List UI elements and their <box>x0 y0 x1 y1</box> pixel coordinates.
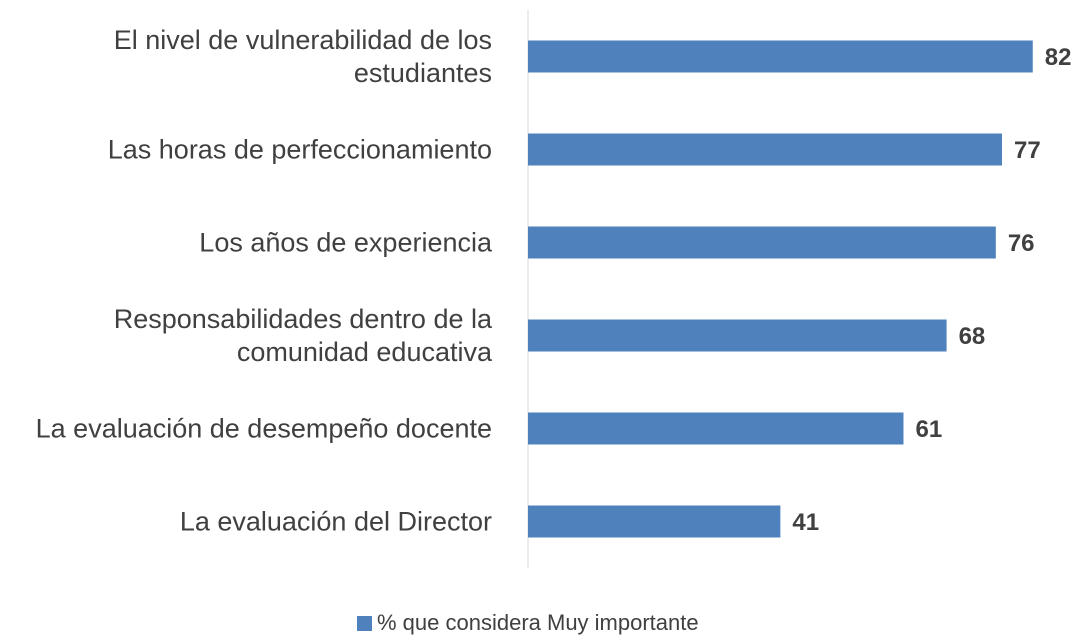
value-label: 61 <box>915 416 942 443</box>
y-tick-label: Responsabilidades dentro de la comunidad… <box>113 303 492 367</box>
value-label: 41 <box>792 509 819 536</box>
bar <box>528 133 1002 166</box>
bar <box>528 505 781 538</box>
y-tick-label: El nivel de vulnerabilidad de los estudi… <box>113 24 492 88</box>
bar <box>528 40 1033 73</box>
value-label: 77 <box>1014 137 1041 164</box>
value-label: 68 <box>959 323 986 350</box>
legend-label: % que considera Muy importante <box>377 610 699 635</box>
value-label: 76 <box>1008 230 1035 257</box>
y-tick-label: La evaluación del Director <box>179 506 492 536</box>
y-tick-label: La evaluación de desempeño docente <box>35 413 492 443</box>
bar <box>528 412 904 445</box>
bar <box>528 319 947 352</box>
legend-swatch <box>357 616 372 631</box>
value-label: 82 <box>1045 44 1072 71</box>
y-tick-label: Los años de experiencia <box>199 227 492 257</box>
bar <box>528 226 996 259</box>
y-tick-label: Las horas de perfeccionamiento <box>107 134 492 164</box>
